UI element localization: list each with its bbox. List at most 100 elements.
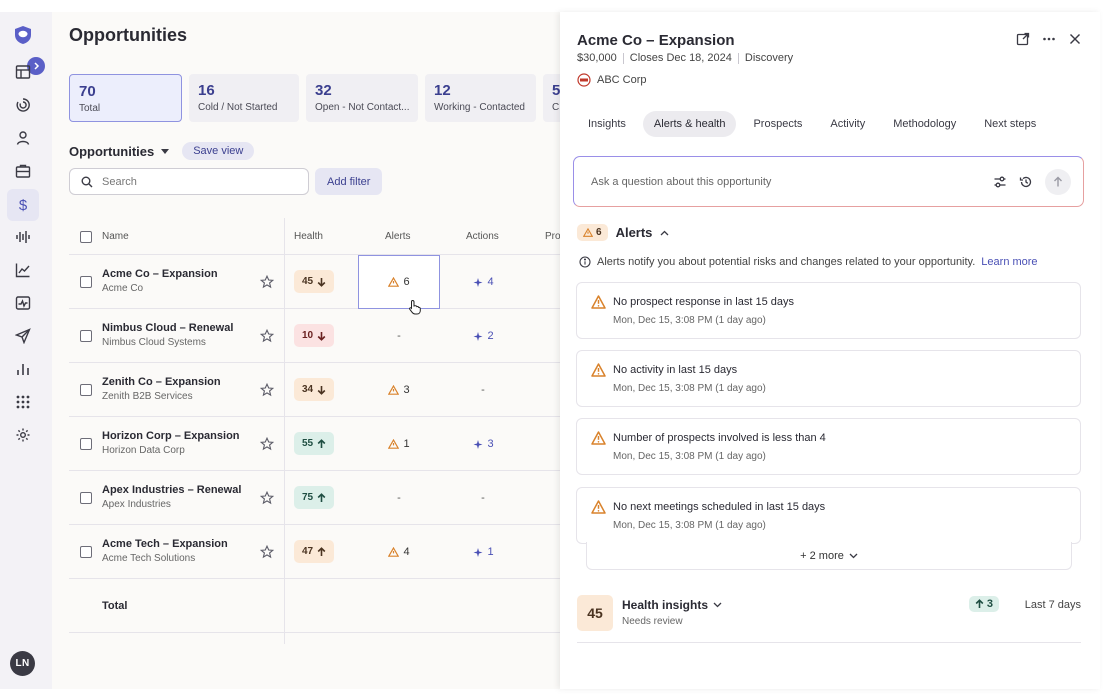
actions-cell[interactable]: 4	[442, 255, 524, 309]
health-badge[interactable]: 45	[294, 270, 335, 293]
search-input[interactable]: Search	[69, 168, 309, 195]
row-checkbox[interactable]	[80, 438, 92, 450]
star-icon[interactable]	[260, 383, 274, 397]
tab-methodology[interactable]: Methodology	[893, 118, 957, 130]
opportunity-name[interactable]: Nimbus Cloud – Renewal	[102, 322, 234, 334]
select-all-checkbox[interactable]	[80, 231, 92, 243]
more-options-icon[interactable]	[1042, 32, 1056, 46]
alert-card[interactable]: No prospect response in last 15 days Mon…	[576, 282, 1081, 339]
opportunity-name[interactable]: Horizon Corp – Expansion	[102, 430, 240, 442]
health-badge[interactable]: 10	[294, 324, 335, 347]
tab-alerts-health[interactable]: Alerts & health	[642, 111, 737, 137]
tab-prospects[interactable]: Prospects	[753, 118, 803, 130]
star-icon[interactable]	[260, 437, 274, 451]
alerts-cell[interactable]: -	[358, 309, 440, 363]
table-row[interactable]: Acme Tech – Expansion Acme Tech Solution…	[69, 525, 560, 579]
health-insights-title[interactable]: Health insights	[622, 598, 722, 612]
alerts-cell[interactable]: 4	[358, 525, 440, 579]
sliders-icon[interactable]	[993, 175, 1007, 189]
alerts-cell[interactable]: 1	[358, 417, 440, 471]
show-more-alerts-button[interactable]: + 2 more	[586, 542, 1072, 570]
tab-insights[interactable]: Insights	[588, 118, 626, 130]
row-checkbox[interactable]	[80, 330, 92, 342]
history-icon[interactable]	[1019, 175, 1033, 189]
stat-cold-not-started[interactable]: 16 Cold / Not Started	[189, 74, 299, 122]
health-badge[interactable]: 75	[294, 486, 335, 509]
star-icon[interactable]	[260, 491, 274, 505]
view-title[interactable]: Opportunities	[69, 143, 155, 159]
alerts-cell[interactable]: 6	[358, 255, 440, 309]
opportunity-name[interactable]: Acme Co – Expansion	[102, 268, 218, 280]
alerts-count: 1	[403, 438, 410, 450]
close-icon[interactable]	[1068, 32, 1082, 46]
column-header-health[interactable]: Health	[294, 231, 323, 242]
alert-timestamp: Mon, Dec 15, 3:08 PM (1 day ago)	[613, 383, 766, 394]
health-badge[interactable]: 47	[294, 540, 335, 563]
send-question-button[interactable]	[1045, 169, 1071, 195]
settings-icon[interactable]	[13, 425, 33, 445]
bar-chart-icon[interactable]	[13, 359, 33, 379]
opportunity-name[interactable]: Apex Industries – Renewal	[102, 484, 242, 496]
user-avatar[interactable]: LN	[10, 651, 35, 676]
actions-cell[interactable]: -	[442, 471, 524, 525]
opportunity-name[interactable]: Zenith Co – Expansion	[102, 376, 221, 388]
expand-rail-button[interactable]	[27, 57, 45, 75]
app-logo-icon[interactable]	[12, 24, 34, 46]
loop-icon[interactable]	[13, 95, 33, 115]
alert-card[interactable]: No activity in last 15 days Mon, Dec 15,…	[576, 350, 1081, 407]
actions-cell[interactable]: 3	[442, 417, 524, 471]
star-icon[interactable]	[260, 329, 274, 343]
alerts-cell[interactable]: 3	[358, 363, 440, 417]
dollar-icon[interactable]: $	[7, 189, 39, 221]
company-link[interactable]: ABC Corp	[577, 73, 647, 87]
home-table-icon[interactable]	[13, 62, 33, 82]
health-insights-section[interactable]: 45 Health insights Needs review 3 Last 7…	[577, 595, 1081, 643]
row-checkbox[interactable]	[80, 276, 92, 288]
stat-working-contacted[interactable]: 12 Working - Contacted	[425, 74, 536, 122]
health-badge[interactable]: 34	[294, 378, 335, 401]
add-filter-button[interactable]: Add filter	[315, 168, 383, 195]
actions-cell[interactable]: 1	[442, 525, 524, 579]
row-checkbox[interactable]	[80, 384, 92, 396]
health-badge[interactable]: 55	[294, 432, 335, 455]
person-icon[interactable]	[13, 128, 33, 148]
alerts-cell[interactable]: -	[358, 471, 440, 525]
waveform-icon[interactable]	[13, 227, 33, 247]
actions-cell[interactable]: -	[442, 363, 524, 417]
table-row[interactable]: Horizon Corp – Expansion Horizon Data Co…	[69, 417, 560, 471]
apps-grid-icon[interactable]	[13, 392, 33, 412]
star-icon[interactable]	[260, 545, 274, 559]
send-icon[interactable]	[13, 326, 33, 346]
opportunity-name[interactable]: Acme Tech – Expansion	[102, 538, 228, 550]
stat-total[interactable]: 70 Total	[69, 74, 182, 122]
save-view-button[interactable]: Save view	[182, 142, 255, 160]
row-checkbox[interactable]	[80, 492, 92, 504]
table-row[interactable]: Apex Industries – Renewal Apex Industrie…	[69, 471, 560, 525]
ask-question-input[interactable]: Ask a question about this opportunity	[573, 156, 1084, 207]
caret-down-icon[interactable]	[160, 146, 170, 156]
activity-monitor-icon[interactable]	[13, 293, 33, 313]
tab-activity[interactable]: Activity	[830, 118, 866, 130]
trend-chart-icon[interactable]	[13, 260, 33, 280]
table-row[interactable]: Acme Co – Expansion Acme Co 45 6 4	[69, 255, 560, 315]
briefcase-icon[interactable]	[13, 161, 33, 181]
row-checkbox[interactable]	[80, 546, 92, 558]
column-header-alerts[interactable]: Alerts	[385, 231, 411, 242]
table-row[interactable]: Nimbus Cloud – Renewal Nimbus Cloud Syst…	[69, 309, 560, 363]
alerts-section-header[interactable]: 6 Alerts	[577, 224, 669, 241]
chevron-up-icon[interactable]	[660, 230, 669, 236]
alert-card[interactable]: No next meetings scheduled in last 15 da…	[576, 487, 1081, 544]
star-icon[interactable]	[260, 275, 274, 289]
column-header-prospects[interactable]: Pro	[545, 231, 560, 242]
learn-more-link[interactable]: Learn more	[981, 256, 1038, 268]
health-score: 34	[302, 384, 314, 395]
stat-open-not-contacted[interactable]: 32 Open - Not Contact...	[306, 74, 418, 122]
open-external-icon[interactable]	[1016, 32, 1030, 46]
actions-cell[interactable]: 2	[442, 309, 524, 363]
table-row[interactable]: Zenith Co – Expansion Zenith B2B Service…	[69, 363, 560, 417]
column-header-name[interactable]: Name	[102, 231, 129, 242]
column-header-actions[interactable]: Actions	[466, 231, 499, 242]
stat-closed[interactable]: 5 C	[543, 74, 560, 122]
alert-card[interactable]: Number of prospects involved is less tha…	[576, 418, 1081, 475]
tab-next-steps[interactable]: Next steps	[984, 118, 1037, 130]
